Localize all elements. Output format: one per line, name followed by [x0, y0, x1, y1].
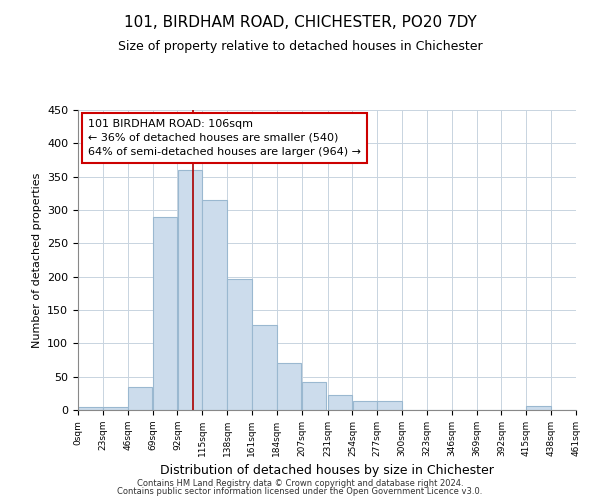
Bar — [328, 396, 352, 410]
Bar — [377, 402, 402, 410]
Text: Contains public sector information licensed under the Open Government Licence v3: Contains public sector information licen… — [118, 488, 482, 496]
Bar — [227, 278, 252, 410]
X-axis label: Distribution of detached houses by size in Chichester: Distribution of detached houses by size … — [160, 464, 494, 477]
Bar — [353, 402, 377, 410]
Bar — [128, 386, 152, 410]
Text: 101 BIRDHAM ROAD: 106sqm
← 36% of detached houses are smaller (540)
64% of semi-: 101 BIRDHAM ROAD: 106sqm ← 36% of detach… — [88, 119, 361, 157]
Bar — [302, 382, 326, 410]
Bar — [78, 406, 103, 410]
Y-axis label: Number of detached properties: Number of detached properties — [32, 172, 41, 348]
Bar — [277, 364, 301, 410]
Text: Contains HM Land Registry data © Crown copyright and database right 2024.: Contains HM Land Registry data © Crown c… — [137, 478, 463, 488]
Text: 101, BIRDHAM ROAD, CHICHESTER, PO20 7DY: 101, BIRDHAM ROAD, CHICHESTER, PO20 7DY — [124, 15, 476, 30]
Text: Size of property relative to detached houses in Chichester: Size of property relative to detached ho… — [118, 40, 482, 53]
Bar — [252, 326, 277, 410]
Bar — [178, 170, 202, 410]
Bar — [153, 216, 177, 410]
Bar — [103, 406, 128, 410]
Bar — [202, 200, 227, 410]
Bar — [526, 406, 551, 410]
